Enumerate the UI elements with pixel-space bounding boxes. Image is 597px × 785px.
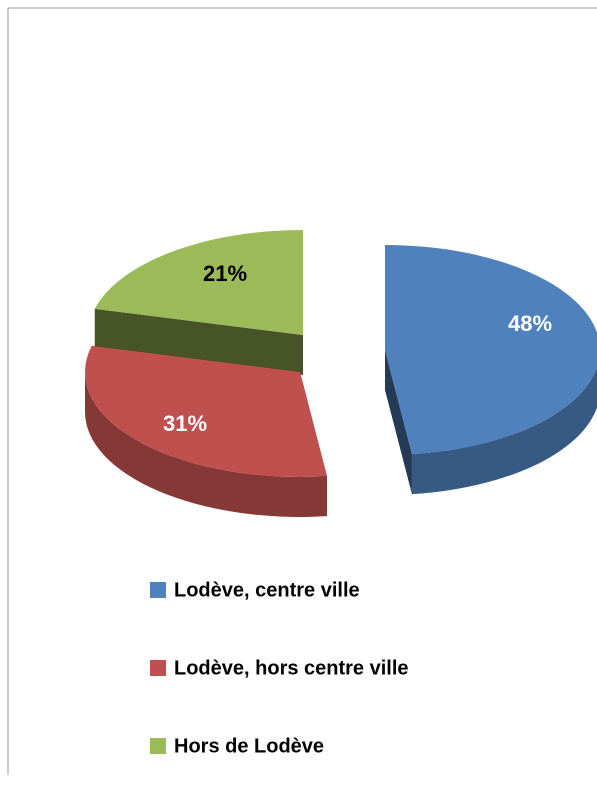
legend-label: Lodève, centre ville	[174, 579, 360, 601]
slice	[94, 230, 303, 335]
legend-swatch	[150, 660, 166, 676]
slice	[84, 345, 327, 478]
legend-label: Hors de Lodève	[174, 735, 324, 757]
data-label: 21%	[203, 261, 247, 286]
legend-label: Lodève, hors centre ville	[174, 657, 409, 679]
slice	[385, 245, 597, 455]
slice-wall	[411, 367, 597, 495]
data-label: 31%	[163, 411, 207, 436]
slice-side	[385, 350, 412, 495]
slice-wall	[85, 372, 327, 518]
data-label: 48%	[508, 311, 552, 336]
slice-side	[94, 308, 303, 375]
legend-swatch	[150, 582, 166, 598]
legend-swatch	[150, 738, 166, 754]
